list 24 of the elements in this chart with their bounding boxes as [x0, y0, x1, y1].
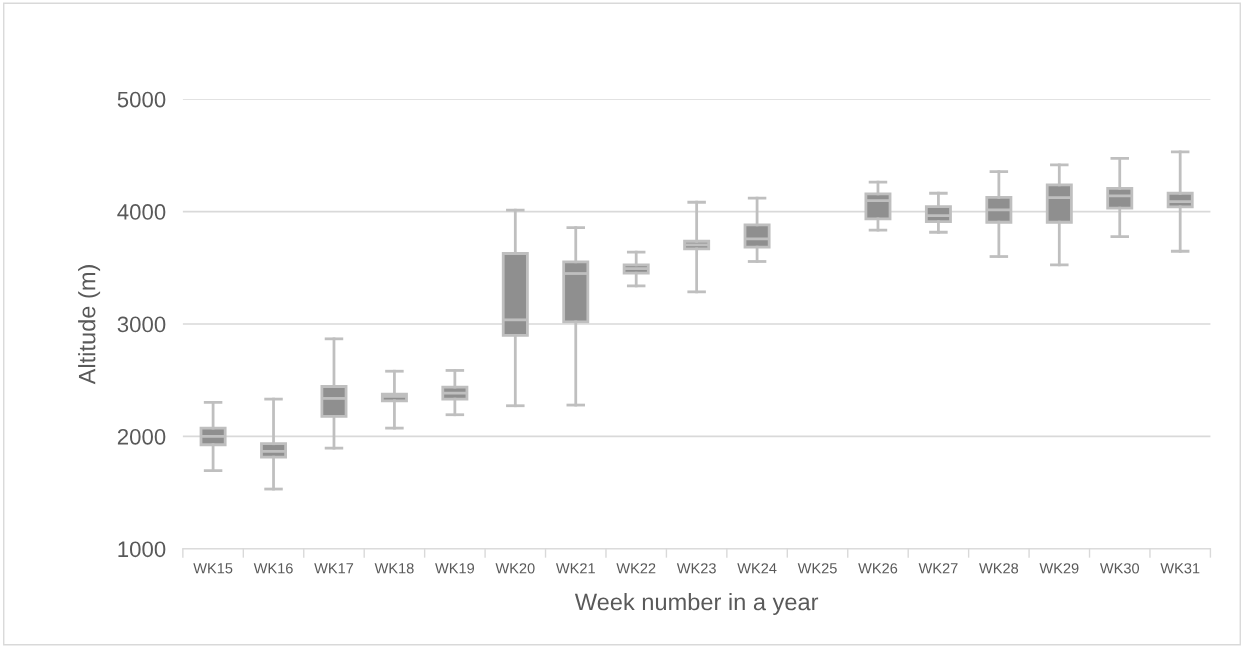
x-tick-label: WK31 — [1160, 563, 1200, 574]
y-tick-label: 3000 — [117, 316, 166, 333]
x-tick-label: WK29 — [1039, 563, 1079, 574]
x-axis-title: Week number in a year — [574, 593, 819, 616]
y-tick-label: 5000 — [117, 91, 166, 108]
x-tick-label: WK28 — [979, 563, 1019, 574]
x-tick-label: WK25 — [797, 563, 837, 574]
x-tick-label: WK18 — [374, 563, 414, 574]
x-tick-label: WK26 — [858, 563, 898, 574]
y-axis-title: Altitude (m) — [78, 265, 101, 385]
x-tick-label: WK21 — [555, 563, 595, 574]
x-tick-label: WK19 — [435, 563, 475, 574]
x-tick-label: WK30 — [1099, 563, 1140, 574]
x-tick-label: WK15 — [193, 563, 233, 574]
x-tick-label: WK27 — [918, 563, 958, 574]
x-tick-label: WK24 — [737, 563, 777, 574]
y-tick-label: 4000 — [117, 204, 166, 220]
y-tick-label: 2000 — [117, 428, 166, 445]
x-tick-label: WK17 — [314, 563, 354, 574]
x-tick-label: WK20 — [495, 563, 535, 574]
x-tick-label: WK16 — [253, 563, 293, 574]
x-tick-label: WK23 — [676, 563, 716, 574]
y-tick-label: 1000 — [118, 541, 166, 558]
x-tick-label: WK22 — [616, 563, 656, 574]
